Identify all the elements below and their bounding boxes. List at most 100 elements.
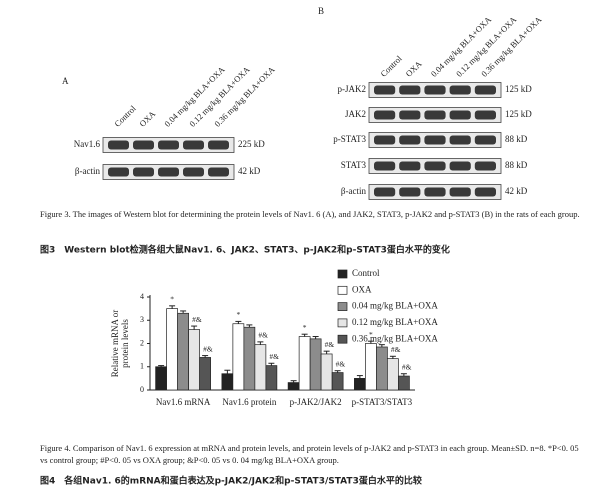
blot-band xyxy=(208,140,229,150)
size-label: 88 kD xyxy=(505,134,528,144)
bar xyxy=(354,378,366,391)
size-label: 125 kD xyxy=(505,84,532,94)
lane-label: Control xyxy=(112,103,138,129)
blot-band xyxy=(158,167,179,177)
blot-band xyxy=(374,187,396,197)
legend-label: 0.04 mg/kg BLA+OXA xyxy=(352,301,438,311)
blot-band xyxy=(474,135,496,145)
significance-mark: * xyxy=(237,310,241,319)
lane-label: Control xyxy=(378,53,404,79)
size-label: 125 kD xyxy=(505,109,532,119)
bar xyxy=(199,357,211,391)
significance-mark: #& xyxy=(325,340,335,349)
legend-label: Control xyxy=(352,268,380,278)
size-label: 42 kD xyxy=(505,186,528,196)
blot-band xyxy=(474,85,496,95)
x-tick-label: p-STAT3/STAT3 xyxy=(352,397,413,407)
blot-band xyxy=(158,140,179,150)
significance-mark: * xyxy=(170,295,174,304)
blot-band xyxy=(449,135,471,145)
y-axis-label: Relative mRNA or xyxy=(110,310,120,378)
blot-band xyxy=(399,85,421,95)
size-label: 42 kD xyxy=(238,166,261,176)
blot-band xyxy=(449,187,471,197)
row-label: Nav1.6 xyxy=(74,139,101,149)
blot-band xyxy=(374,110,396,120)
significance-mark: * xyxy=(369,330,373,339)
blot-band xyxy=(399,135,421,145)
blot-band xyxy=(208,167,229,177)
blot-band xyxy=(424,110,446,120)
bar xyxy=(331,372,344,391)
bar xyxy=(188,329,200,391)
significance-mark: #& xyxy=(269,352,279,361)
caption-en: Figure 4. Comparison of Nav1. 6 expressi… xyxy=(40,443,579,465)
blot-band xyxy=(474,161,496,171)
blot-band xyxy=(449,110,471,120)
row-label: β-actin xyxy=(75,166,101,176)
significance-mark: #& xyxy=(258,331,268,340)
blot-band xyxy=(424,187,446,197)
blot-band xyxy=(399,161,421,171)
bar xyxy=(376,346,388,391)
legend-swatch xyxy=(337,302,348,311)
bar xyxy=(309,338,322,391)
bar xyxy=(320,353,333,391)
row-label: p-JAK2 xyxy=(338,84,367,94)
legend-swatch xyxy=(337,318,348,328)
blot-band xyxy=(449,85,471,95)
blot-band xyxy=(399,110,421,120)
significance-mark: #& xyxy=(192,315,202,324)
legend-swatch xyxy=(337,285,348,295)
blot-band xyxy=(183,167,204,177)
blot-band xyxy=(399,187,421,197)
caption-zh: 图3 Western blot检测各组大鼠Nav1. 6、JAK2、STAT3、… xyxy=(40,244,450,256)
blot-band xyxy=(374,135,396,145)
blot-band xyxy=(424,135,446,145)
row-label: p-STAT3 xyxy=(333,134,366,144)
lane-label: OXA xyxy=(137,108,158,129)
y-tick-label: 1 xyxy=(140,362,144,371)
significance-mark: #& xyxy=(336,359,346,368)
bar xyxy=(221,373,234,391)
bar xyxy=(232,323,245,391)
blot-band xyxy=(133,167,154,177)
size-label: 88 kD xyxy=(505,160,528,170)
caption-en: Figure 3. The images of Western blot for… xyxy=(40,209,580,219)
bar xyxy=(365,343,377,391)
bar xyxy=(243,326,256,391)
blot-band xyxy=(183,140,204,150)
bar xyxy=(155,366,167,391)
lane-label: OXA xyxy=(404,58,425,79)
x-tick-label: p-JAK2/JAK2 xyxy=(290,397,342,407)
y-tick-label: 3 xyxy=(140,315,144,324)
blot-band xyxy=(424,85,446,95)
blot-band xyxy=(108,167,129,177)
panel-label: A xyxy=(62,76,69,86)
size-label: 225 kD xyxy=(238,139,265,149)
blot-band xyxy=(474,110,496,120)
legend-swatch xyxy=(337,269,348,279)
x-tick-label: Nav1.6 mRNA xyxy=(156,397,211,407)
y-tick-label: 2 xyxy=(140,338,144,347)
bar xyxy=(177,312,189,391)
bar xyxy=(265,365,278,391)
significance-mark: * xyxy=(303,323,307,332)
caption-zh: 图4 各组Nav1. 6的mRNA和蛋白表达及p-JAK2/JAK2和p-STA… xyxy=(40,475,422,487)
legend-label: 0.36 mg/kg BLA+OXA xyxy=(352,333,438,343)
y-axis-label: protein levels xyxy=(120,319,130,368)
blot-band xyxy=(374,85,396,95)
blot-band xyxy=(449,161,471,171)
blot-band xyxy=(474,187,496,197)
legend-label: OXA xyxy=(352,284,372,294)
significance-mark: #& xyxy=(402,362,412,371)
bar xyxy=(398,375,410,391)
bar xyxy=(298,336,311,391)
bar xyxy=(166,308,178,391)
bar xyxy=(387,358,399,391)
row-label: STAT3 xyxy=(341,160,367,170)
blot-band xyxy=(374,161,396,171)
significance-mark: #& xyxy=(203,344,213,353)
